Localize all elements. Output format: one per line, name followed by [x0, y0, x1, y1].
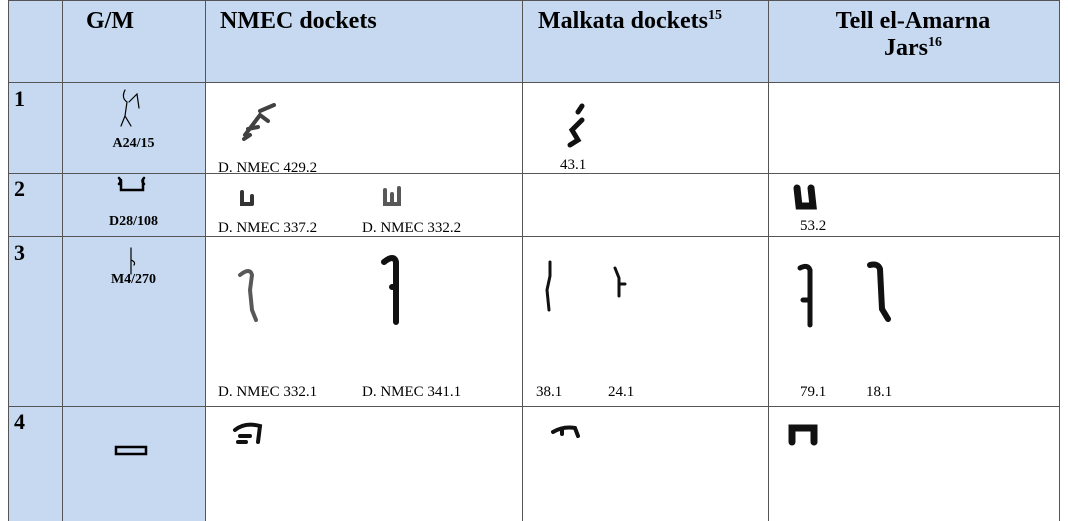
caption: D. NMEC 337.2	[218, 220, 318, 236]
row-number-cell	[8, 82, 63, 174]
caption: D. NMEC 332.1	[218, 384, 318, 400]
row-number: 4	[14, 409, 25, 434]
caption: 38.1	[536, 384, 563, 400]
header-malkata: Malkata dockets15	[538, 8, 722, 35]
header-cell	[768, 0, 1060, 83]
sign-code: M4/270	[110, 272, 157, 287]
footnote-ref: 16	[928, 35, 942, 50]
sign-code: A24/15	[112, 136, 155, 151]
header-cell	[62, 0, 206, 83]
caption: 24.1	[608, 384, 635, 400]
caption: 53.2	[800, 218, 827, 234]
footnote-ref: 15	[708, 8, 722, 23]
row-number: 3	[14, 240, 25, 265]
hieroglyphs	[114, 89, 148, 456]
sign-cell	[62, 406, 206, 521]
header-nmec: NMEC dockets	[220, 8, 377, 34]
header-cell	[8, 0, 63, 83]
caption: 18.1	[866, 384, 893, 400]
row-number: 1	[14, 86, 25, 111]
header-text: Tell el-Amarna Jars	[835, 8, 991, 61]
caption: D. NMEC 429.2	[218, 160, 318, 176]
caption: 79.1	[800, 384, 827, 400]
caption: 43.1	[560, 157, 587, 173]
caption: D. NMEC 341.1	[362, 384, 462, 400]
header-amarna: Tell el-Amarna Jars16	[808, 8, 1018, 62]
cell	[768, 406, 1060, 521]
sign-cell	[62, 173, 206, 237]
header-text: Malkata dockets	[538, 8, 708, 34]
header-gm: G/M	[86, 8, 134, 34]
caption: D. NMEC 332.2	[362, 220, 462, 236]
hieratic-signs	[233, 103, 891, 446]
row-number: 2	[14, 176, 25, 201]
header-cell	[522, 0, 769, 83]
row-number-cell	[8, 406, 63, 521]
sign-code: D28/108	[109, 214, 158, 229]
